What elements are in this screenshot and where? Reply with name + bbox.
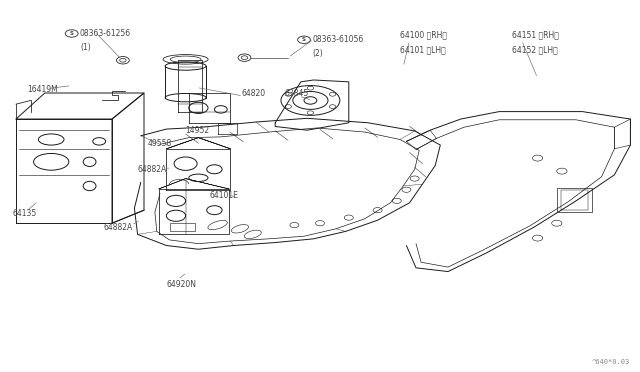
Text: 64882A: 64882A (138, 165, 167, 174)
Text: 49558: 49558 (147, 139, 172, 148)
Text: 64152 〈LH〉: 64152 〈LH〉 (512, 45, 557, 54)
Text: (2): (2) (312, 49, 323, 58)
Text: 64101 〈LH〉: 64101 〈LH〉 (400, 45, 445, 54)
Text: S: S (70, 31, 74, 36)
Text: 14952: 14952 (186, 126, 210, 135)
Bar (561, 190, 588, 210)
Text: 63845: 63845 (285, 89, 309, 97)
Text: 08363-61256: 08363-61256 (80, 29, 131, 38)
Text: 64100 〈RH〉: 64100 〈RH〉 (400, 31, 447, 40)
Text: 64882A: 64882A (104, 223, 133, 232)
Text: 08363-61056: 08363-61056 (312, 35, 364, 44)
Text: 64820: 64820 (242, 89, 266, 97)
Text: 64151 〈RH〉: 64151 〈RH〉 (512, 31, 559, 40)
Text: 16419M: 16419M (28, 85, 58, 94)
Text: S: S (302, 37, 306, 42)
Text: 64135: 64135 (13, 209, 37, 218)
Text: ^640*0.03: ^640*0.03 (592, 359, 630, 365)
Text: (1): (1) (80, 43, 91, 52)
Text: 64101E: 64101E (210, 191, 239, 200)
Bar (557, 188, 592, 212)
Bar (170, 223, 195, 231)
Text: 64920N: 64920N (166, 280, 196, 289)
